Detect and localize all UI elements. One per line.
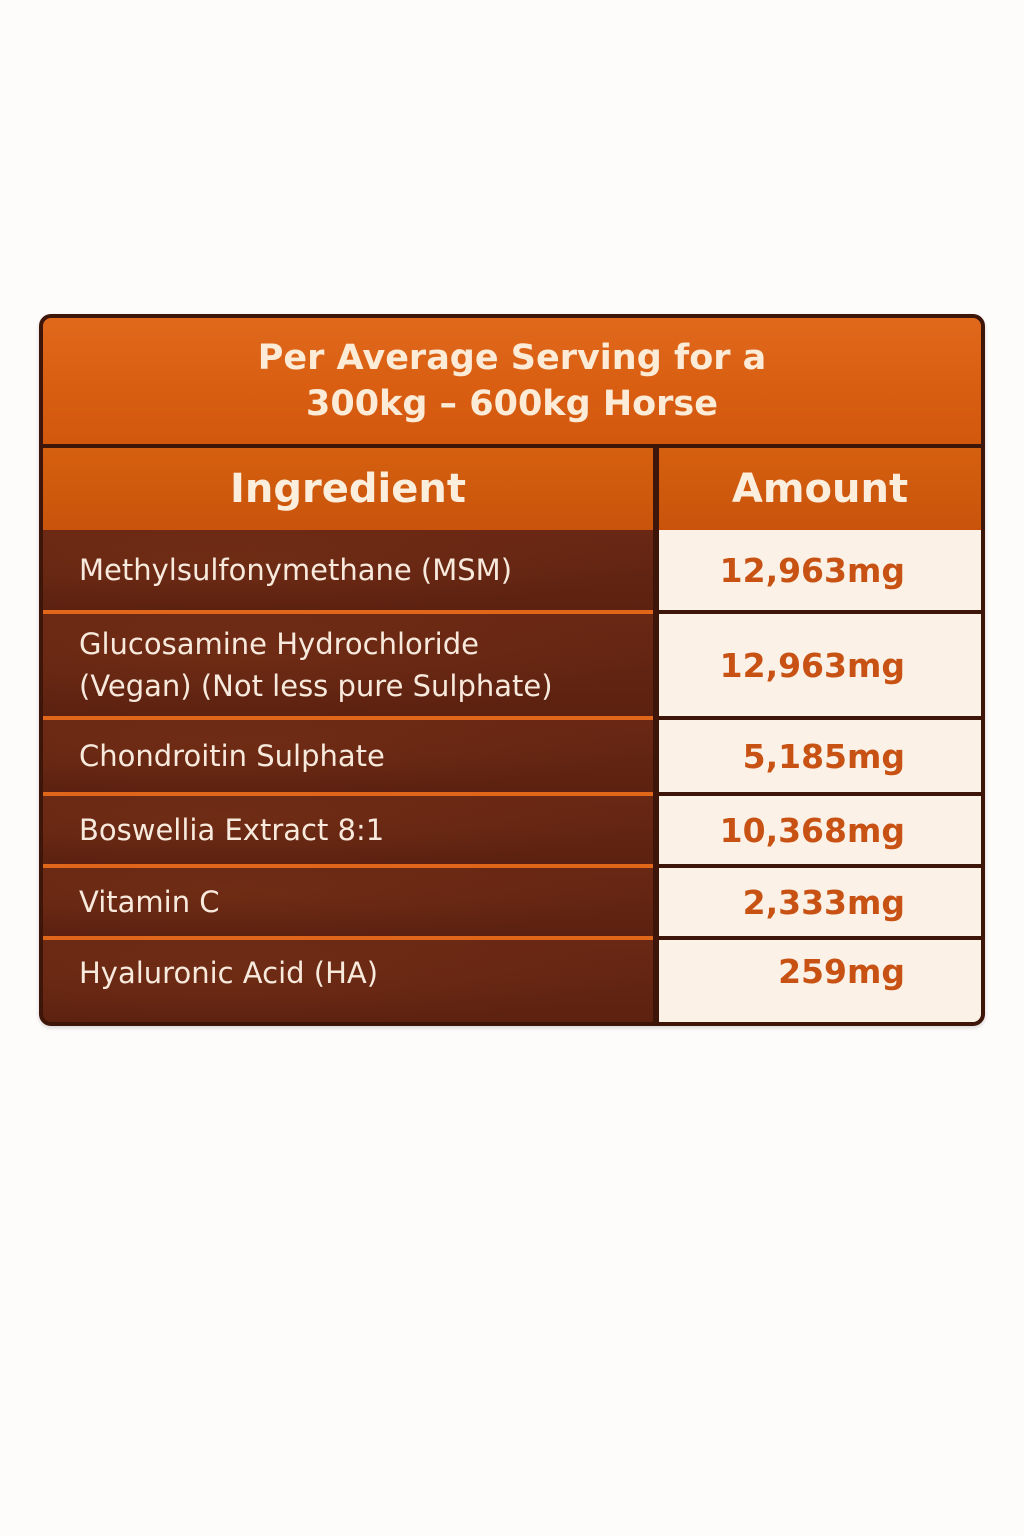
ingredient-name: Vitamin C [79,885,220,919]
table-title-line-2: 300kg – 600kg Horse [305,384,718,424]
ingredient-cell: Methylsulfonymethane (MSM) [43,530,653,610]
table-title-line-1: Per Average Serving for a [257,338,767,378]
amount-cell: 259mg [659,940,981,1022]
ingredient-name: Hyaluronic Acid (HA) [79,956,379,990]
ingredient-name: Methylsulfonymethane (MSM) [79,553,513,587]
ingredient-cell: Glucosamine Hydrochloride (Vegan) (Not l… [43,614,653,716]
row-divider [43,610,981,614]
amount-cell: 5,185mg [659,720,981,792]
serving-table-card: Per Average Serving for a 300kg – 600kg … [39,314,985,1026]
row-divider [43,792,981,796]
table-row: Vitamin C 2,333mg [43,868,981,936]
table-row: Hyaluronic Acid (HA) 259mg [43,940,981,1022]
ingredient-name: Boswellia Extract 8:1 [79,813,385,847]
table-row: Boswellia Extract 8:1 10,368mg [43,796,981,864]
table-row: Chondroitin Sulphate 5,185mg [43,720,981,792]
amount-cell: 12,963mg [659,530,981,610]
row-divider [43,936,981,940]
column-header-amount: Amount [659,448,981,530]
amount-cell: 12,963mg [659,614,981,716]
ingredient-cell: Hyaluronic Acid (HA) [43,940,653,1022]
row-divider [43,864,981,868]
ingredient-name: Chondroitin Sulphate [79,739,385,773]
column-divider [653,448,659,1022]
amount-cell: 2,333mg [659,868,981,936]
ingredient-cell: Boswellia Extract 8:1 [43,796,653,864]
table-row: Glucosamine Hydrochloride (Vegan) (Not l… [43,614,981,716]
ingredient-name-detail: (Vegan) (Not less pure Sulphate) [79,669,553,703]
ingredient-cell: Chondroitin Sulphate [43,720,653,792]
table-header-row: Ingredient Amount [43,448,981,530]
amount-cell: 10,368mg [659,796,981,864]
title-divider [43,444,981,448]
table-title: Per Average Serving for a 300kg – 600kg … [43,318,981,444]
column-header-ingredient: Ingredient [43,448,653,530]
table-row: Methylsulfonymethane (MSM) 12,963mg [43,530,981,610]
row-divider [43,716,981,720]
ingredient-cell: Vitamin C [43,868,653,936]
ingredient-name: Glucosamine Hydrochloride [79,627,479,661]
